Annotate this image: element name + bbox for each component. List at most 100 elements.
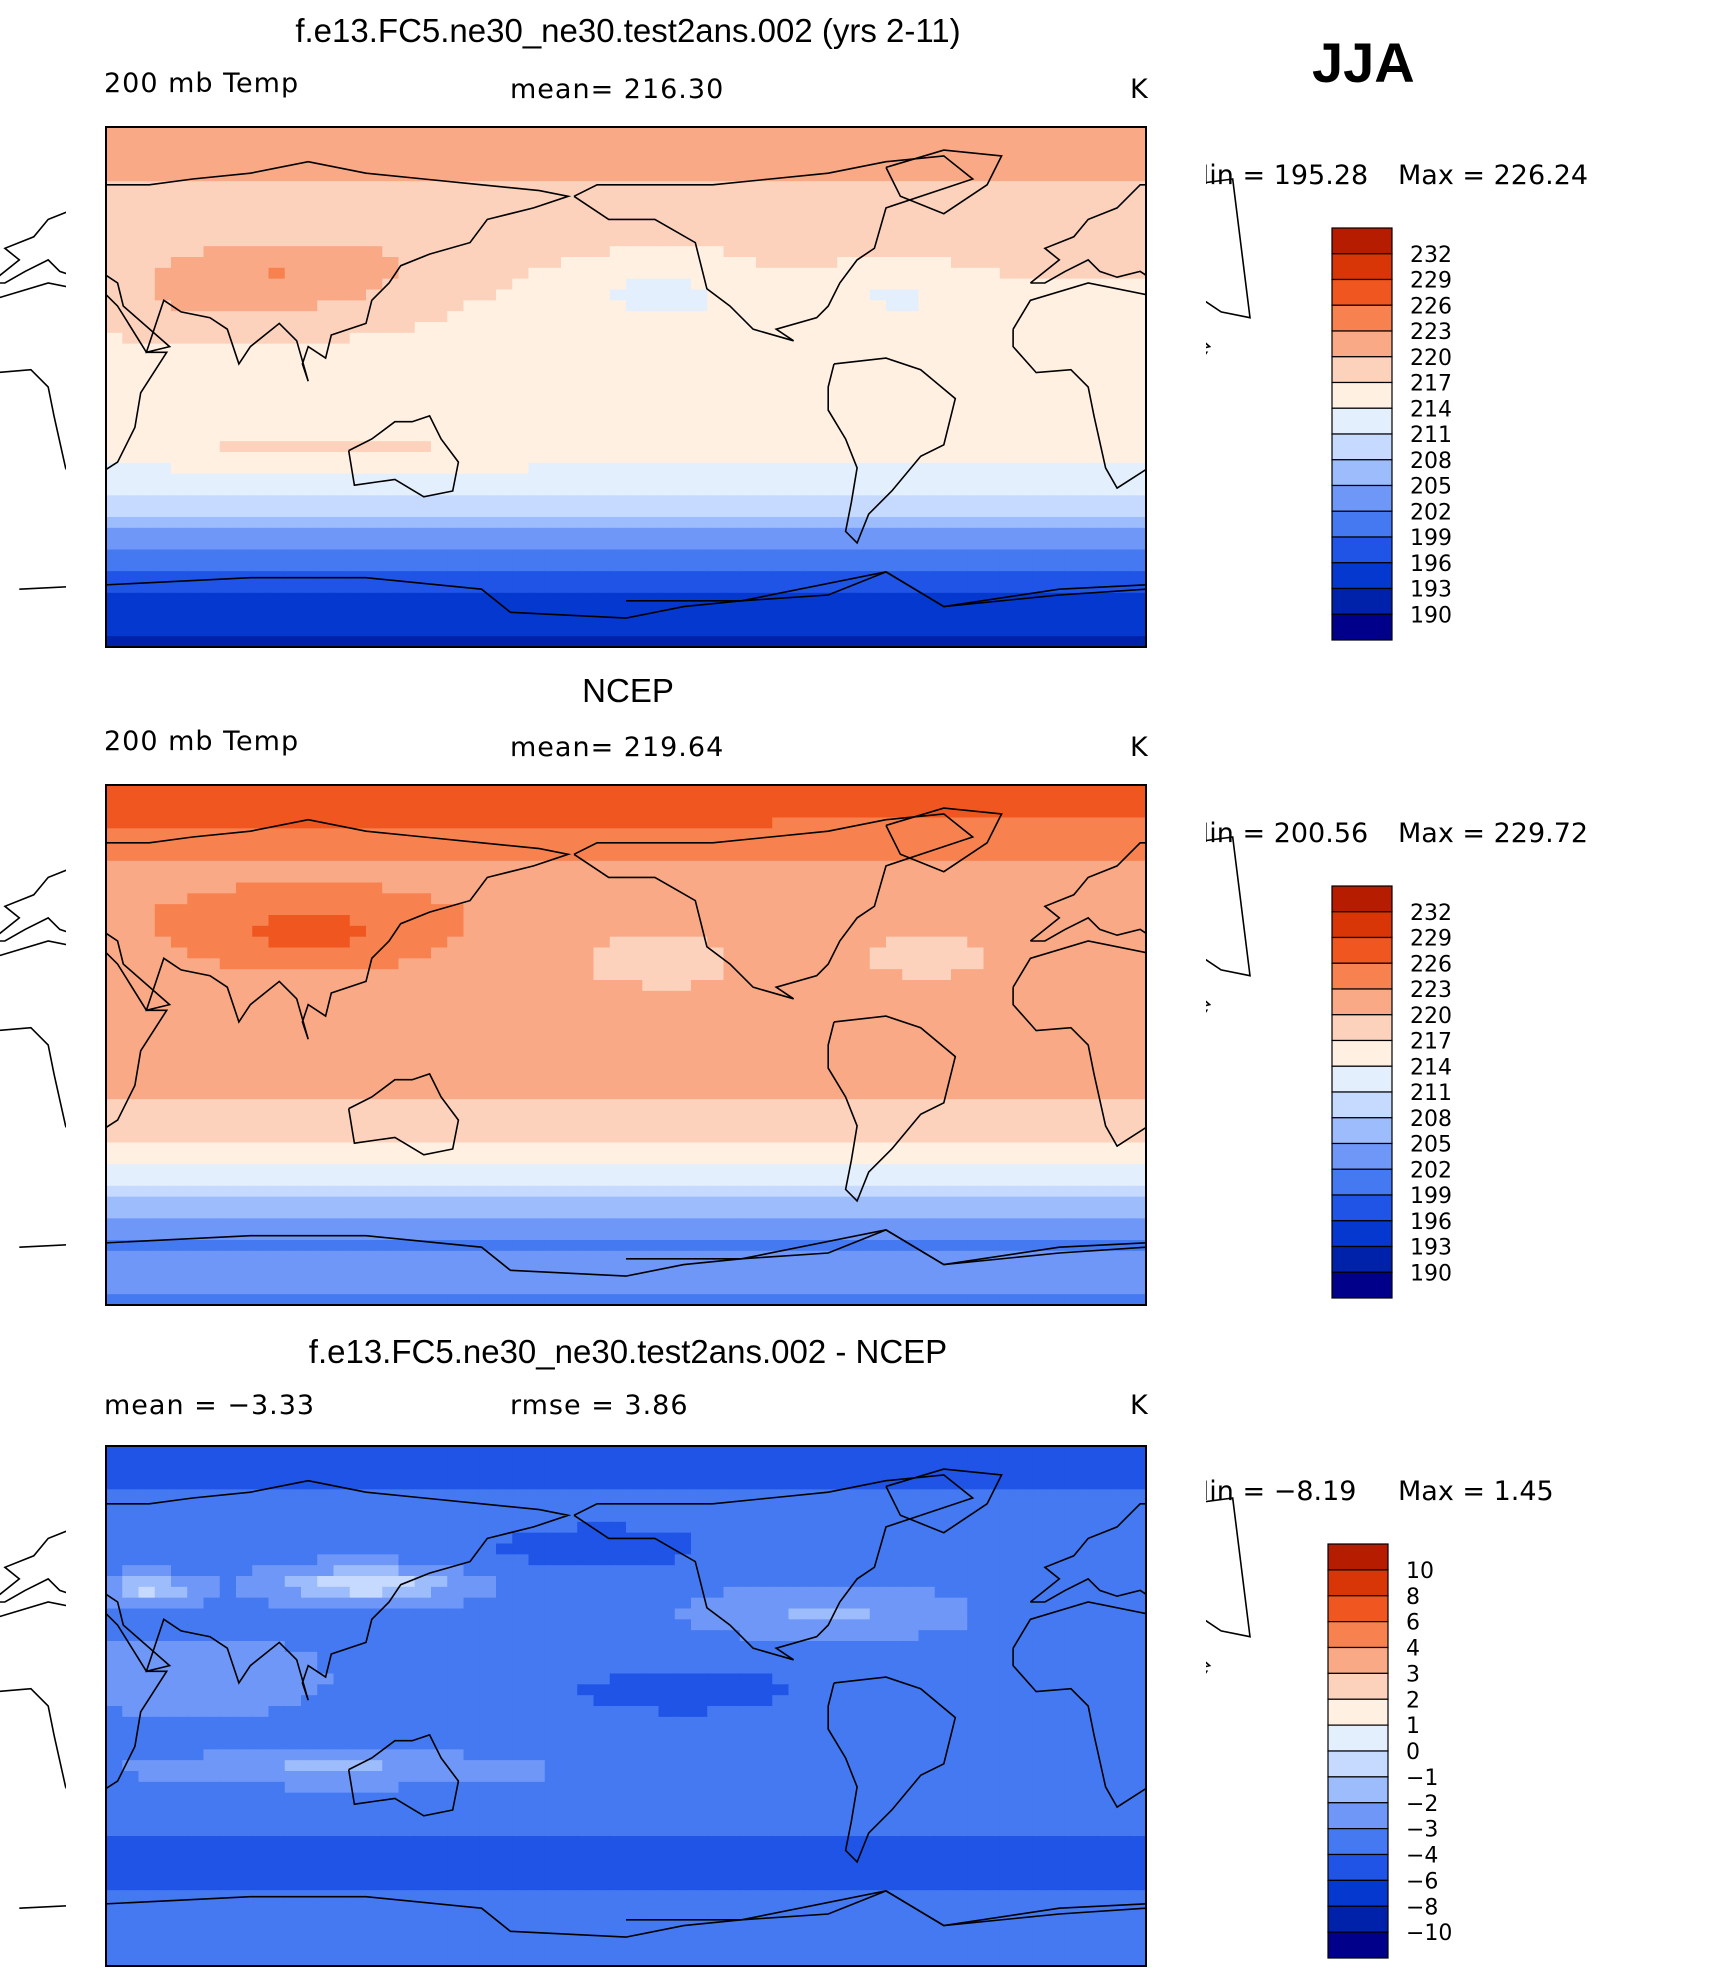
field-cell — [1064, 419, 1082, 431]
field-cell — [723, 969, 741, 981]
field-cell — [1113, 925, 1131, 938]
field-cell — [317, 332, 335, 345]
field-cell — [821, 806, 838, 819]
field-cell — [1016, 538, 1033, 551]
field-cell — [512, 332, 530, 345]
field-cell — [1048, 1077, 1066, 1089]
field-cell — [707, 213, 725, 226]
field-cell — [528, 1045, 546, 1057]
field-cell — [934, 181, 952, 193]
field-cell — [886, 947, 903, 959]
field-cell — [106, 871, 123, 884]
field-cell — [122, 850, 140, 862]
field-cell — [1016, 159, 1033, 171]
field-cell — [642, 571, 660, 583]
field-cell — [918, 947, 936, 959]
field-cell — [577, 376, 595, 388]
field-cell — [1032, 148, 1050, 161]
field-cell — [577, 1034, 595, 1046]
field-cell — [154, 904, 172, 916]
field-cell — [577, 517, 595, 529]
field-cell — [528, 925, 546, 938]
field-cell — [496, 235, 513, 247]
field-cell — [1113, 343, 1131, 356]
field-cell — [317, 462, 335, 475]
field-cell — [171, 806, 188, 819]
field-cell — [642, 785, 660, 797]
field-cell — [284, 473, 302, 486]
field-cell — [382, 387, 400, 399]
field-cell — [528, 795, 546, 808]
field-cell — [187, 1055, 205, 1068]
field-cell — [723, 958, 741, 970]
field-cell — [106, 603, 123, 616]
field-cell — [236, 332, 253, 345]
field-cell — [203, 495, 221, 507]
field-cell — [512, 148, 530, 161]
field-cell — [479, 506, 497, 518]
field-cell — [674, 947, 692, 959]
field-cell — [1081, 495, 1098, 507]
field-cell — [1081, 1012, 1098, 1024]
field-cell — [544, 235, 562, 247]
field-cell — [626, 592, 643, 605]
field-cell — [366, 980, 383, 992]
field-cell — [577, 473, 595, 486]
panel2-min-label: Min = 200.56 — [1186, 818, 1369, 849]
field-cell — [463, 839, 481, 851]
field-cell — [382, 571, 400, 583]
field-cell — [1113, 538, 1131, 551]
field-cell — [886, 1077, 903, 1089]
field-cell — [447, 860, 465, 873]
field-cell — [707, 332, 725, 345]
field-cell — [317, 915, 335, 927]
field-cell — [658, 538, 676, 551]
field-cell — [804, 1066, 822, 1079]
field-cell — [1016, 795, 1033, 808]
field-cell — [203, 322, 221, 334]
field-cell — [203, 603, 221, 616]
field-cell — [593, 969, 611, 981]
field-cell — [138, 1088, 156, 1100]
field-cell — [463, 817, 481, 829]
field-cell — [349, 159, 367, 171]
field-cell — [1016, 958, 1033, 970]
field-cell — [106, 549, 123, 561]
field-cell — [934, 947, 952, 959]
field-cell — [496, 159, 513, 171]
field-cell — [707, 571, 725, 583]
field-cell — [252, 517, 270, 529]
field-cell — [1113, 915, 1131, 927]
field-cell — [934, 915, 952, 927]
field-cell — [1097, 936, 1115, 949]
field-cell — [967, 224, 985, 236]
field-cell — [333, 452, 351, 464]
field-cell — [999, 1001, 1017, 1014]
field-cell — [479, 441, 497, 453]
field-cell — [187, 1001, 205, 1014]
field-cell — [301, 430, 318, 442]
field-cell — [496, 506, 513, 518]
field-cell — [642, 235, 660, 247]
field-cell — [528, 828, 546, 840]
field-cell — [788, 571, 806, 583]
field-cell — [528, 592, 546, 605]
field-cell — [284, 980, 302, 992]
field-cell — [772, 235, 790, 247]
field-cell — [561, 839, 578, 851]
field-cell — [252, 137, 270, 150]
field-cell — [723, 904, 741, 916]
field-cell — [1048, 311, 1066, 323]
field-cell — [236, 936, 253, 949]
field-cell — [512, 322, 530, 334]
field-cell — [252, 860, 270, 873]
field-cell — [886, 1066, 903, 1079]
field-cell — [349, 202, 367, 215]
field-cell — [934, 419, 952, 431]
field-cell — [544, 148, 562, 161]
field-cell — [886, 430, 903, 442]
field-cell — [301, 969, 318, 981]
field-cell — [1064, 267, 1082, 280]
field-cell — [496, 1001, 513, 1014]
field-cell — [496, 462, 513, 475]
